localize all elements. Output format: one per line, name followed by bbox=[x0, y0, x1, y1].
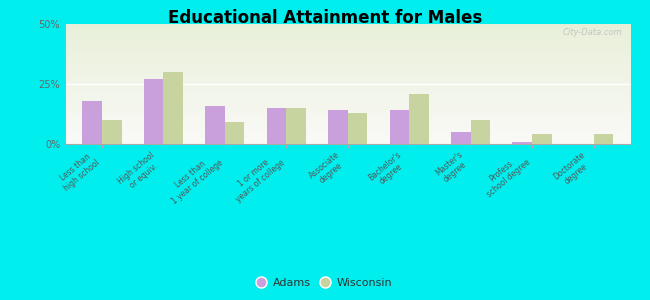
Bar bbox=[389, 110, 410, 144]
Text: Bachelor's
degree: Bachelor's degree bbox=[367, 150, 410, 190]
Bar bbox=[266, 108, 286, 144]
Bar bbox=[410, 94, 429, 144]
Text: Associate
degree: Associate degree bbox=[307, 150, 348, 188]
Text: Master's
degree: Master's degree bbox=[434, 150, 471, 186]
Bar bbox=[451, 132, 471, 144]
Bar bbox=[225, 122, 244, 144]
Bar bbox=[102, 120, 122, 144]
Legend: Adams, Wisconsin: Adams, Wisconsin bbox=[255, 274, 395, 291]
Bar bbox=[532, 134, 552, 144]
Bar bbox=[471, 120, 490, 144]
Text: Less than
1 year of college: Less than 1 year of college bbox=[164, 150, 225, 206]
Text: Less than
high school: Less than high school bbox=[56, 150, 102, 193]
Bar bbox=[286, 108, 306, 144]
Bar bbox=[205, 106, 225, 144]
Bar bbox=[348, 113, 367, 144]
Text: 1 or more
years of college: 1 or more years of college bbox=[227, 150, 286, 204]
Bar bbox=[144, 79, 163, 144]
Bar bbox=[512, 142, 532, 144]
Text: High school
or equiv.: High school or equiv. bbox=[117, 150, 163, 194]
Text: City-Data.com: City-Data.com bbox=[562, 28, 622, 37]
Text: Doctorate
degree: Doctorate degree bbox=[552, 150, 593, 189]
Bar bbox=[593, 134, 614, 144]
Bar bbox=[163, 72, 183, 144]
Text: Educational Attainment for Males: Educational Attainment for Males bbox=[168, 9, 482, 27]
Bar bbox=[82, 101, 102, 144]
Bar bbox=[328, 110, 348, 144]
Text: Profess.
school degree: Profess. school degree bbox=[478, 150, 532, 199]
